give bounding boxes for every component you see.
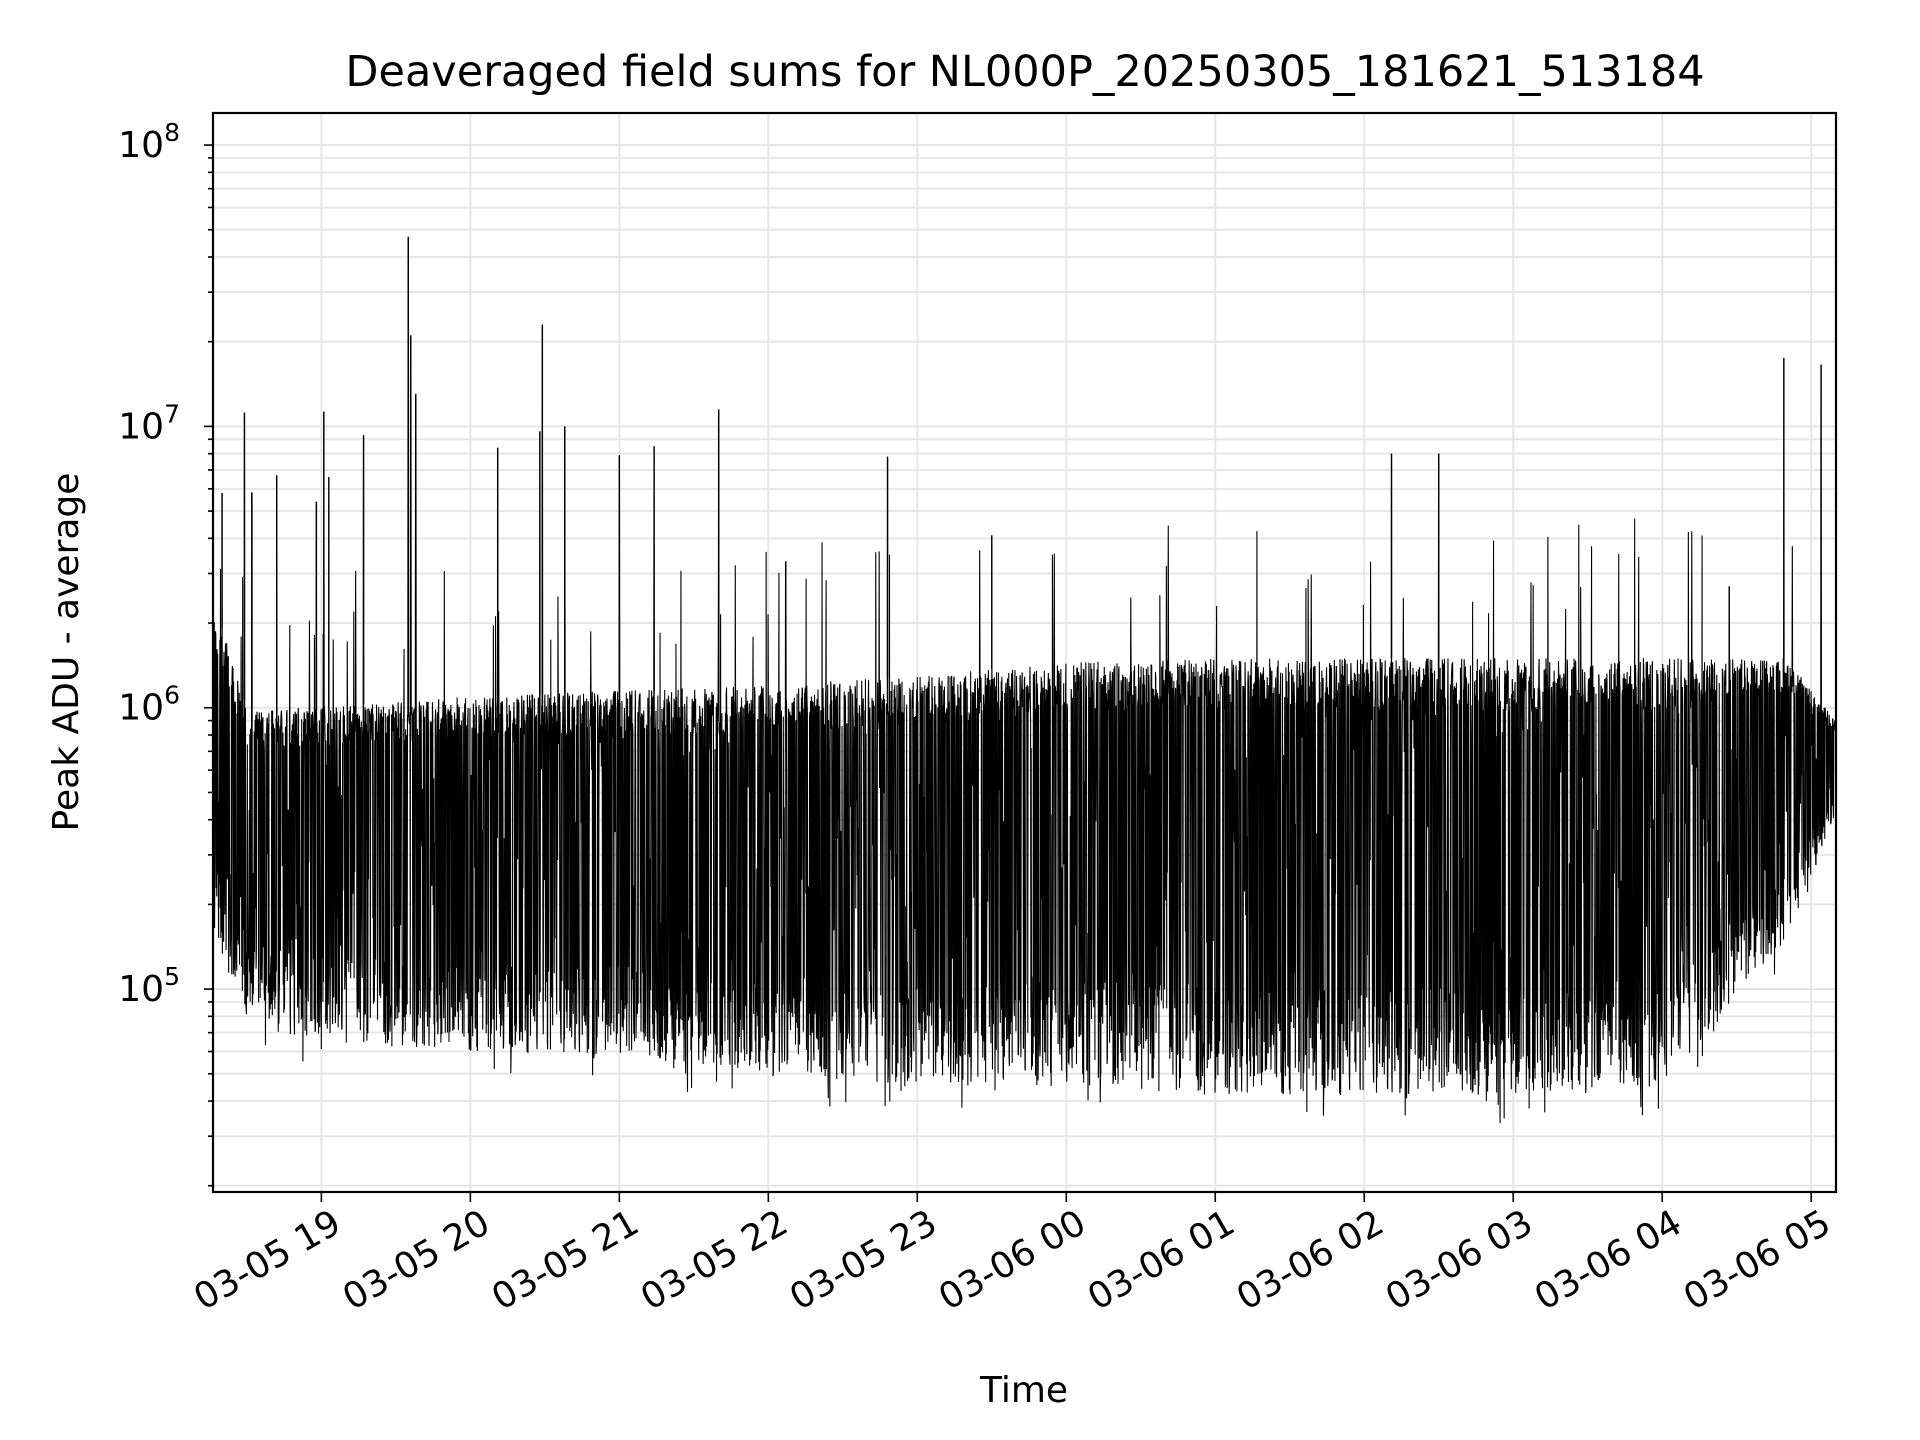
series-line	[212, 236, 1837, 1124]
y-tick-label-base: 10	[118, 969, 164, 1010]
y-tick-label-base: 10	[118, 688, 164, 729]
y-tick-label: 105	[118, 962, 180, 1010]
x-axis-label: Time	[979, 1370, 1068, 1411]
y-tick-label-base: 10	[118, 125, 164, 166]
chart-title: Deaveraged field sums for NL000P_2025030…	[345, 47, 1704, 97]
data-layer	[212, 236, 1837, 1124]
y-tick-label: 107	[118, 399, 180, 447]
plot-frame	[211, 111, 1838, 1194]
y-tick-label-exponent: 6	[164, 681, 180, 710]
y-tick-label: 106	[118, 681, 180, 729]
y-tick-label-exponent: 5	[164, 962, 180, 991]
y-tick-label-exponent: 7	[164, 399, 180, 428]
y-tick-label: 108	[118, 118, 180, 166]
y-tick-label-base: 10	[118, 406, 164, 447]
y-tick-label-exponent: 8	[164, 118, 180, 147]
y-axis-label: Peak ADU - average	[46, 473, 87, 832]
